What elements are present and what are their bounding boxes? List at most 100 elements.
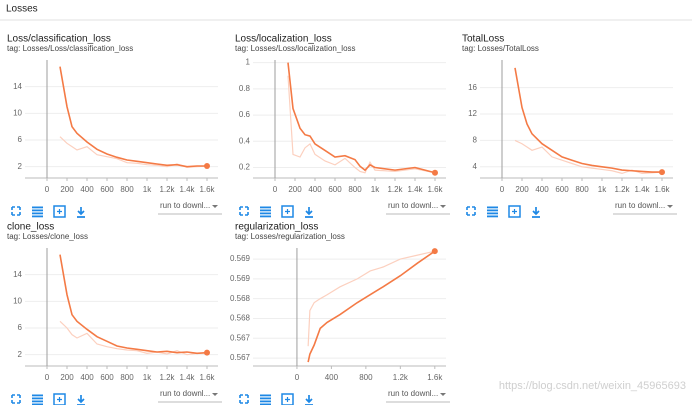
dropdown-text: run to downl... xyxy=(388,201,438,210)
expand-icon xyxy=(239,394,249,404)
dropdown-arrow xyxy=(440,205,446,208)
log-scale-button[interactable] xyxy=(260,206,271,218)
x-tick-label: 400 xyxy=(325,373,339,382)
x-tick-label: 800 xyxy=(120,185,134,194)
y-tick-label: 4 xyxy=(473,162,478,171)
x-tick-label: 1k xyxy=(143,373,152,382)
y-tick-label: 0.568 xyxy=(230,294,251,303)
fit-icon xyxy=(53,205,66,218)
download-button[interactable] xyxy=(305,395,313,405)
lines-icon xyxy=(260,397,271,400)
lines-icon xyxy=(32,209,43,212)
y-tick-label: 0.568 xyxy=(230,314,251,323)
run-dropdown[interactable]: run to downl... xyxy=(386,201,450,215)
expand-icon xyxy=(11,206,21,216)
chart-tag: tag: Losses/Loss/localization_loss xyxy=(235,44,356,53)
dropdown-arrow xyxy=(440,393,446,396)
y-tick-label: 6 xyxy=(18,135,23,144)
y-tick-label: 10 xyxy=(13,108,22,117)
download-button[interactable] xyxy=(305,207,313,218)
fit-domain-button[interactable] xyxy=(281,205,294,218)
x-tick-label: 600 xyxy=(100,185,114,194)
dropdown-arrow xyxy=(667,205,673,208)
plot xyxy=(307,250,436,363)
fit-domain-button[interactable] xyxy=(53,205,66,218)
y-tick-label: 16 xyxy=(468,83,477,92)
run-dropdown[interactable]: run to downl... xyxy=(158,201,222,215)
lines-icon xyxy=(32,215,43,218)
fit-icon-inner xyxy=(285,397,290,402)
download-button[interactable] xyxy=(77,395,85,405)
chart-title: Loss/localization_loss xyxy=(235,34,332,45)
chart-title: regularization_loss xyxy=(235,222,318,233)
x-tick-label: 200 xyxy=(288,185,302,194)
y-tick-label: 2 xyxy=(18,350,23,359)
plot xyxy=(59,254,208,356)
lines-icon xyxy=(260,400,271,403)
log-scale-button[interactable] xyxy=(32,206,43,218)
expand-button[interactable] xyxy=(11,394,21,404)
lines-icon xyxy=(32,394,43,397)
watermark: https://blog.csdn.net/weixin_45965693 xyxy=(499,380,686,392)
x-tick-label: 1.6k xyxy=(199,373,215,382)
run-dropdown[interactable]: run to downl... xyxy=(613,201,677,215)
fit-domain-button[interactable] xyxy=(508,205,521,218)
log-scale-button[interactable] xyxy=(32,394,43,405)
download-button[interactable] xyxy=(77,207,85,218)
expand-button[interactable] xyxy=(466,206,476,216)
expand-button[interactable] xyxy=(239,394,249,404)
fit-icon-inner xyxy=(57,397,62,402)
x-tick-label: 800 xyxy=(120,373,134,382)
y-tick-label: 14 xyxy=(13,82,22,91)
series-line xyxy=(514,139,663,175)
lines-icon xyxy=(32,206,43,209)
expand-button[interactable] xyxy=(239,206,249,216)
x-tick-label: 600 xyxy=(328,185,342,194)
y-tick-label: 0.569 xyxy=(230,254,251,263)
log-scale-button[interactable] xyxy=(487,206,498,218)
dropdown-text: run to downl... xyxy=(615,201,665,210)
x-tick-label: 1.6k xyxy=(427,185,443,194)
lines-icon xyxy=(260,209,271,212)
series-line xyxy=(59,66,207,168)
log-scale-button[interactable] xyxy=(260,394,271,405)
y-tick-label: 6 xyxy=(18,323,23,332)
series-line xyxy=(307,250,436,363)
fit-domain-button[interactable] xyxy=(281,393,294,405)
lines-icon xyxy=(487,212,498,215)
y-tick-label: 0.569 xyxy=(230,274,251,283)
y-tick-label: 0.567 xyxy=(230,353,251,362)
dropdown-text: run to downl... xyxy=(160,389,210,398)
y-tick-label: 0.8 xyxy=(239,84,251,93)
lines-icon xyxy=(260,206,271,209)
lines-icon xyxy=(260,212,271,215)
fit-icon-inner xyxy=(285,209,290,214)
x-tick-label: 1.2k xyxy=(393,373,409,382)
run-dropdown[interactable]: run to downl... xyxy=(386,389,450,403)
expand-button[interactable] xyxy=(11,206,21,216)
plot xyxy=(287,62,436,174)
fit-domain-button[interactable] xyxy=(53,393,66,405)
y-tick-label: 10 xyxy=(13,296,22,305)
toolbar xyxy=(11,393,85,405)
y-tick-label: 2 xyxy=(18,162,23,171)
x-tick-label: 1.2k xyxy=(614,185,630,194)
y-tick-label: 0.2 xyxy=(239,163,251,172)
download-icon xyxy=(532,207,540,218)
x-tick-label: 1.2k xyxy=(159,373,175,382)
run-dropdown[interactable]: run to downl... xyxy=(158,389,222,403)
x-tick-label: 1.6k xyxy=(199,185,215,194)
chart-tag: tag: Losses/regularization_loss xyxy=(235,232,345,241)
x-tick-label: 1.4k xyxy=(634,185,650,194)
toolbar xyxy=(239,205,313,218)
lines-icon xyxy=(260,394,271,397)
x-tick-label: 800 xyxy=(348,185,362,194)
lines-icon xyxy=(487,215,498,218)
chart-tag: tag: Losses/Loss/classification_loss xyxy=(7,44,133,53)
series-line xyxy=(59,254,208,355)
fit-icon-inner xyxy=(57,209,62,214)
x-tick-label: 400 xyxy=(80,373,94,382)
x-tick-label: 1.4k xyxy=(179,185,195,194)
download-button[interactable] xyxy=(532,207,540,218)
